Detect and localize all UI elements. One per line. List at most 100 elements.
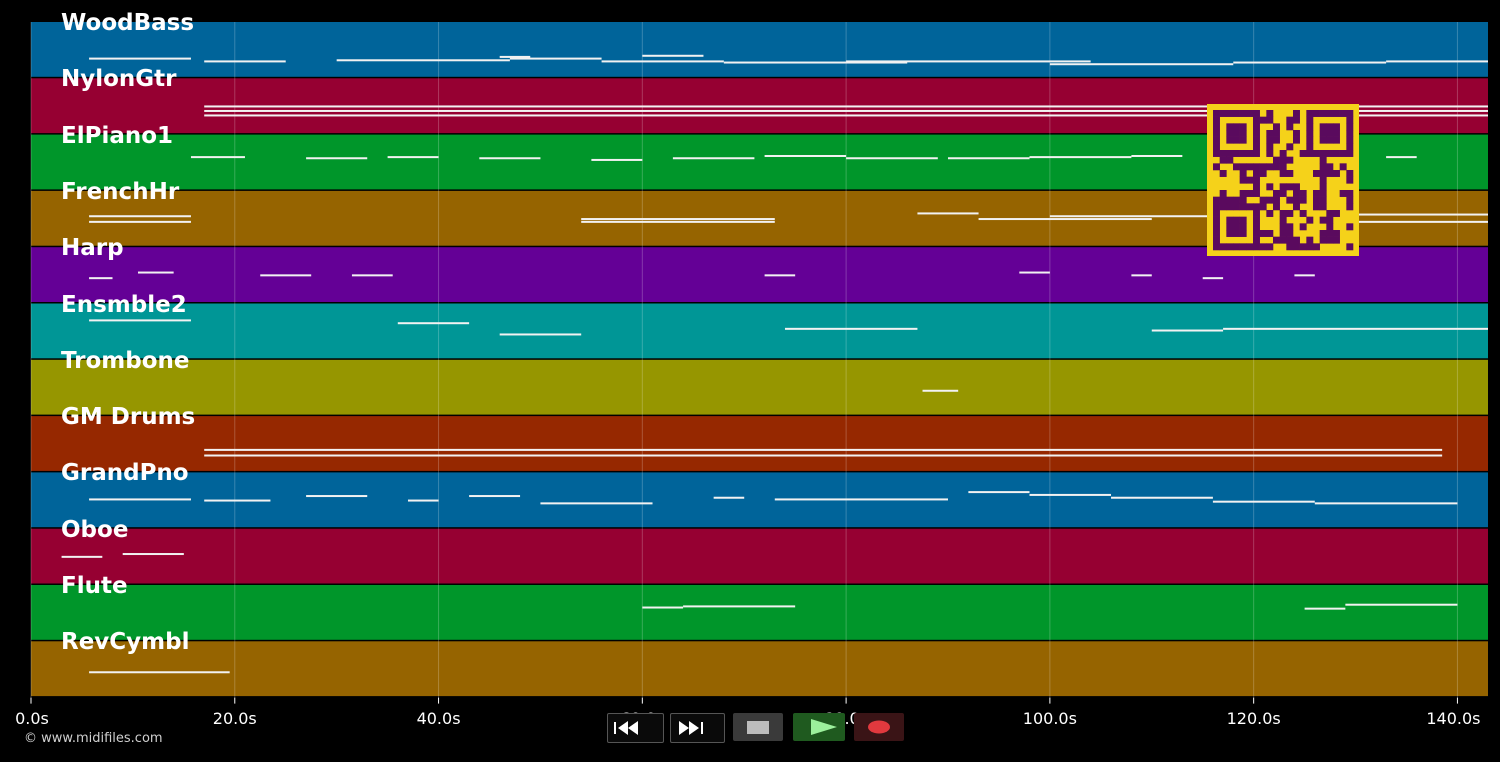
note-5-1: [397, 322, 470, 325]
qr-module: [1273, 203, 1280, 211]
qr-module: [1286, 183, 1294, 191]
qr-module: [1213, 130, 1220, 137]
qr-module: [1319, 150, 1327, 157]
note-3-2: [581, 218, 775, 221]
note-0-9: [1049, 63, 1234, 66]
note-11-0: [89, 671, 230, 674]
note-9-1: [122, 553, 184, 556]
stop-button[interactable]: [733, 713, 783, 741]
qr-module: [1239, 243, 1247, 251]
qr-module: [1346, 150, 1354, 157]
qr-module: [1333, 210, 1340, 217]
qr-module: [1293, 183, 1300, 191]
qr-module: [1319, 130, 1327, 137]
play-button[interactable]: [793, 713, 845, 741]
note-2-7: [846, 157, 938, 160]
qr-module: [1279, 216, 1287, 224]
note-4-0: [89, 277, 113, 280]
qr-module: [1253, 183, 1260, 191]
qr-module: [1259, 203, 1267, 211]
qr-module: [1326, 130, 1334, 137]
track-lane-8[interactable]: [31, 472, 1488, 528]
note-7-0: [204, 448, 1443, 451]
qr-module: [1213, 243, 1220, 251]
qr-module: [1306, 116, 1314, 124]
fast-forward-icon: [679, 721, 703, 735]
qr-module: [1239, 176, 1247, 184]
qr-module: [1273, 190, 1280, 197]
qr-module: [1319, 163, 1327, 171]
note-3-5: [978, 218, 1152, 221]
qr-module: [1213, 123, 1220, 131]
note-0-7: [723, 61, 908, 64]
qr-module: [1213, 236, 1220, 244]
note-8-0: [89, 498, 191, 501]
note-8-1: [204, 499, 271, 502]
qr-module: [1306, 216, 1314, 224]
note-10-1: [683, 605, 796, 608]
qr-module: [1213, 110, 1220, 117]
qr-module: [1326, 210, 1334, 217]
track-lane-7[interactable]: [31, 416, 1488, 471]
note-3-4: [917, 212, 979, 215]
qr-module: [1326, 163, 1334, 171]
qr-module: [1246, 243, 1254, 251]
qr-module: [1239, 203, 1247, 211]
qr-module: [1333, 170, 1340, 177]
qr-module: [1239, 150, 1247, 157]
record-icon: [868, 720, 890, 734]
qr-module: [1253, 136, 1260, 144]
qr-module: [1346, 116, 1354, 124]
qr-module: [1286, 230, 1294, 237]
qr-module: [1279, 210, 1287, 217]
note-8-9: [1029, 493, 1112, 496]
note-4-7: [1202, 277, 1224, 280]
note-0-6: [642, 54, 704, 57]
qr-module: [1259, 196, 1267, 204]
track-lane-6[interactable]: [31, 359, 1488, 415]
qr-module: [1273, 123, 1280, 131]
note-0-1: [204, 60, 286, 63]
track-lane-11[interactable]: [31, 641, 1488, 697]
qr-module: [1286, 210, 1294, 217]
qr-module: [1319, 110, 1327, 117]
rewind-button[interactable]: [607, 713, 664, 743]
track-lane-10[interactable]: [31, 585, 1488, 640]
tick-label-7: 140.0s: [1426, 709, 1481, 728]
note-8-4: [469, 495, 521, 498]
tick-label-5: 100.0s: [1022, 709, 1077, 728]
qr-module: [1273, 130, 1280, 137]
qr-module: [1219, 156, 1227, 164]
track-label-9: Oboe: [61, 516, 129, 543]
qr-module: [1233, 230, 1240, 237]
qr-module: [1319, 176, 1327, 184]
note-2-3: [479, 157, 541, 160]
qr-module: [1213, 143, 1220, 151]
tick-label-6: 120.0s: [1226, 709, 1281, 728]
qr-module: [1293, 236, 1300, 244]
qr-module: [1279, 236, 1287, 244]
qr-module: [1233, 110, 1240, 117]
qr-module: [1326, 150, 1334, 157]
note-1-2: [204, 114, 1488, 117]
qr-module: [1239, 123, 1247, 131]
qr-module: [1266, 116, 1274, 124]
track-lane-9[interactable]: [31, 528, 1488, 584]
track-lane-0[interactable]: [31, 22, 1488, 77]
track-lane-5[interactable]: [31, 303, 1488, 359]
qr-module: [1233, 130, 1240, 137]
fast-forward-button[interactable]: [670, 713, 725, 743]
note-0-11: [1386, 60, 1488, 63]
qr-module: [1346, 130, 1354, 137]
qr-module: [1346, 203, 1354, 211]
qr-module: [1266, 130, 1274, 137]
qr-module: [1319, 183, 1327, 191]
note-4-6: [1131, 274, 1152, 277]
note-4-2: [260, 274, 312, 277]
qr-module: [1299, 210, 1307, 217]
record-button[interactable]: [854, 713, 904, 741]
qr-module: [1333, 123, 1340, 131]
qr-module: [1326, 230, 1334, 237]
